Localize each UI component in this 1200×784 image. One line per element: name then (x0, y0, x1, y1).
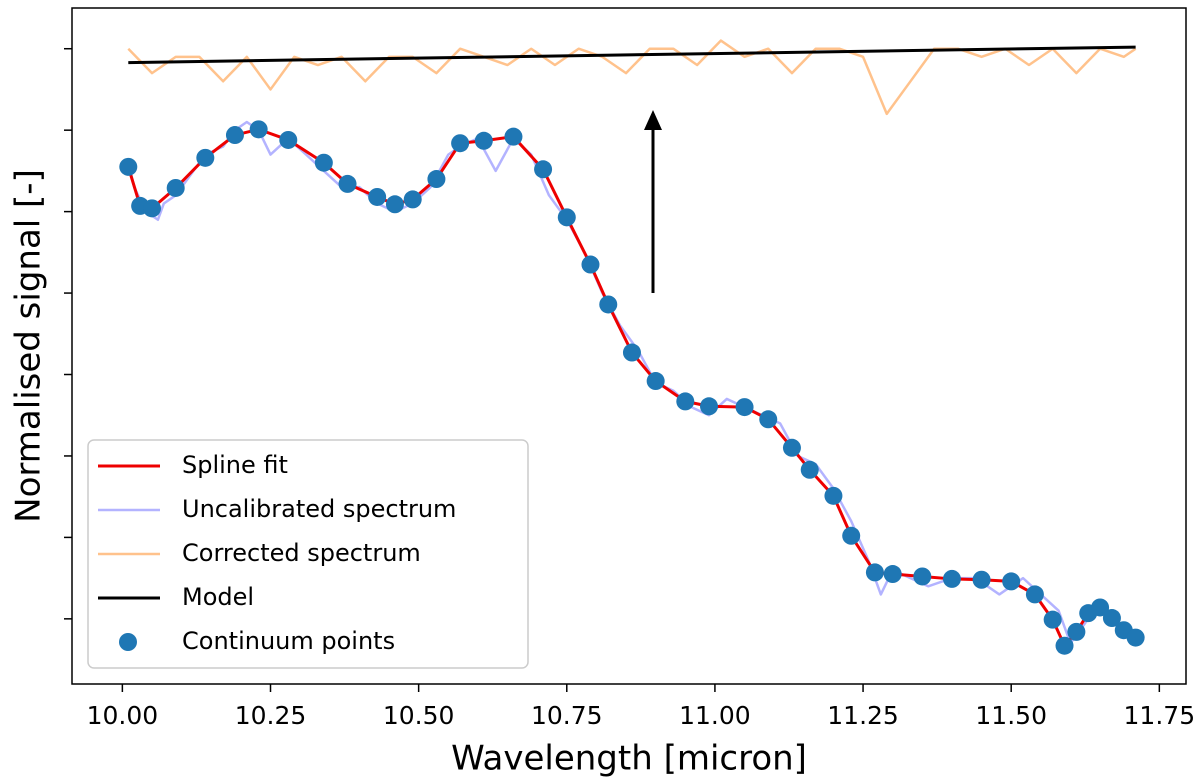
continuum-point (385, 195, 404, 214)
continuum-point (581, 255, 600, 274)
continuum-point (942, 569, 961, 588)
continuum-point (883, 565, 902, 584)
arrow (644, 110, 662, 293)
continuum-point (972, 570, 991, 589)
continuum-point (759, 410, 778, 429)
continuum-point (1067, 622, 1086, 641)
continuum-point (622, 343, 641, 362)
continuum-point (119, 157, 138, 176)
continuum-point (1025, 585, 1044, 604)
continuum-point (824, 486, 843, 505)
continuum-point (800, 460, 819, 479)
continuum-point (1126, 628, 1145, 647)
continuum-point (166, 178, 185, 197)
x-tick-label: 10.25 (235, 701, 307, 730)
continuum-point (782, 438, 801, 457)
continuum-point (865, 563, 884, 582)
legend-label: Continuum points (182, 627, 395, 655)
legend-marker (119, 633, 137, 651)
continuum-point (735, 398, 754, 417)
x-tick-label: 11.25 (827, 701, 899, 730)
y-axis-label: Normalised signal [-] (9, 169, 49, 523)
legend: Spline fit Uncalibrated spectrum Corrected… (87, 439, 529, 669)
x-tick-label: 11.00 (679, 701, 751, 730)
continuum-point (1055, 636, 1074, 655)
legend-label: Spline fit (182, 451, 288, 479)
axes-frame (71, 7, 1187, 685)
continuum-point (474, 131, 493, 150)
x-tick-label: 10.00 (87, 701, 159, 730)
x-tick-label: 10.50 (383, 701, 455, 730)
continuum-point (646, 372, 665, 391)
continuum-point (1091, 598, 1110, 617)
legend-label: Uncalibrated spectrum (182, 495, 456, 523)
continuum-point (314, 153, 333, 172)
continuum-point (1102, 609, 1121, 628)
continuum-point (557, 208, 576, 227)
continuum-point (196, 148, 215, 167)
continuum-point (534, 160, 553, 179)
continuum-point (142, 199, 161, 218)
continuum-point (403, 190, 422, 209)
plot-area (119, 39, 1145, 655)
continuum-point (249, 120, 268, 139)
continuum-point (451, 134, 470, 153)
arrow-head (644, 110, 662, 130)
series-line (128, 45, 1136, 65)
continuum-point (599, 295, 618, 314)
continuum-point (225, 126, 244, 145)
x-axis-label: Wavelength [micron] (451, 739, 807, 779)
legend-label: Corrected spectrum (182, 539, 421, 567)
x-tick-label: 11.50 (975, 701, 1047, 730)
continuum-point (1043, 610, 1062, 629)
continuum-point (842, 526, 861, 545)
legend-label: Model (182, 583, 254, 611)
continuum-point (427, 170, 446, 189)
continuum-point (504, 127, 523, 146)
continuum-point (913, 567, 932, 586)
continuum-point (279, 130, 298, 149)
x-tick-label: 10.75 (531, 701, 603, 730)
series-line (127, 39, 1137, 116)
continuum-point (1002, 572, 1021, 591)
series-line (126, 127, 1137, 648)
legend-box (87, 439, 529, 669)
continuum-point (676, 392, 695, 411)
continuum-point (338, 174, 357, 193)
continuum-point (368, 187, 387, 206)
x-tick-label: 11.75 (1124, 701, 1196, 730)
continuum-point (699, 397, 718, 416)
